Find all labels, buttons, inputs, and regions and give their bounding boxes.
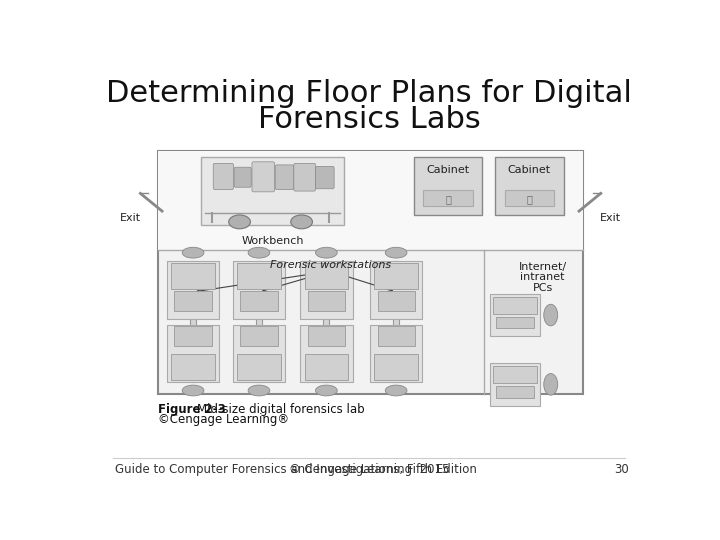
Bar xyxy=(495,316,534,328)
Bar xyxy=(158,151,583,249)
Ellipse shape xyxy=(315,385,337,396)
Ellipse shape xyxy=(544,374,558,395)
Text: Determining Floor Plans for Digital: Determining Floor Plans for Digital xyxy=(106,79,632,107)
Bar xyxy=(374,264,418,289)
Ellipse shape xyxy=(182,247,204,258)
Ellipse shape xyxy=(385,385,407,396)
Bar xyxy=(505,190,554,206)
FancyBboxPatch shape xyxy=(275,165,294,190)
FancyBboxPatch shape xyxy=(252,162,274,192)
Bar xyxy=(233,325,285,382)
Text: Figure 2-3: Figure 2-3 xyxy=(158,403,234,416)
Bar xyxy=(492,366,537,383)
Bar xyxy=(238,264,281,289)
Ellipse shape xyxy=(248,385,270,396)
Bar xyxy=(240,291,277,311)
Ellipse shape xyxy=(182,385,204,396)
Bar xyxy=(495,157,564,215)
Bar xyxy=(495,386,534,398)
Text: Workbench: Workbench xyxy=(241,236,304,246)
Bar xyxy=(174,326,212,346)
Ellipse shape xyxy=(544,304,558,326)
Text: Mid-size digital forensics lab: Mid-size digital forensics lab xyxy=(197,403,364,416)
Bar xyxy=(167,325,220,382)
Text: Internet/: Internet/ xyxy=(518,261,567,272)
Bar xyxy=(305,354,348,380)
Text: Forensic workstations: Forensic workstations xyxy=(270,260,391,270)
Ellipse shape xyxy=(385,247,407,258)
Bar xyxy=(240,326,277,346)
Bar xyxy=(305,264,348,289)
Bar xyxy=(414,157,482,215)
Text: ⚿: ⚿ xyxy=(445,194,451,205)
Text: © Cengage Learning  2015: © Cengage Learning 2015 xyxy=(289,463,449,476)
Text: Exit: Exit xyxy=(600,213,621,223)
Bar xyxy=(300,325,353,382)
Bar xyxy=(492,297,537,314)
Ellipse shape xyxy=(229,215,251,229)
Bar xyxy=(374,354,418,380)
Bar xyxy=(307,291,345,311)
Bar xyxy=(490,363,540,406)
Bar xyxy=(377,326,415,346)
FancyBboxPatch shape xyxy=(315,166,334,189)
Ellipse shape xyxy=(291,215,312,229)
Bar xyxy=(171,264,215,289)
Text: Cabinet: Cabinet xyxy=(426,165,469,174)
Bar xyxy=(490,294,540,336)
Text: 30: 30 xyxy=(614,463,629,476)
Text: ⚿: ⚿ xyxy=(526,194,532,205)
Bar xyxy=(377,291,415,311)
Bar xyxy=(238,354,281,380)
Ellipse shape xyxy=(315,247,337,258)
Text: Cabinet: Cabinet xyxy=(508,165,551,174)
FancyBboxPatch shape xyxy=(213,164,233,190)
Bar xyxy=(190,261,196,382)
Bar xyxy=(300,261,353,319)
FancyBboxPatch shape xyxy=(234,167,251,187)
Bar xyxy=(201,157,344,225)
Ellipse shape xyxy=(248,247,270,258)
Bar xyxy=(171,354,215,380)
Bar xyxy=(423,190,473,206)
Bar xyxy=(370,325,423,382)
Bar xyxy=(158,151,583,394)
Bar xyxy=(393,261,399,382)
Bar xyxy=(256,261,262,382)
Text: intranet: intranet xyxy=(521,272,565,282)
Text: ©Cengage Learning®: ©Cengage Learning® xyxy=(158,413,289,426)
Text: Forensics Labs: Forensics Labs xyxy=(258,105,480,134)
Text: PCs: PCs xyxy=(533,283,553,293)
Text: Exit: Exit xyxy=(120,213,141,223)
Bar xyxy=(370,261,423,319)
Bar xyxy=(174,291,212,311)
Bar xyxy=(323,261,330,382)
FancyBboxPatch shape xyxy=(294,164,315,191)
Text: Guide to Computer Forensics and Investigations, Fifth Edition: Guide to Computer Forensics and Investig… xyxy=(114,463,477,476)
Bar xyxy=(233,261,285,319)
Bar xyxy=(167,261,220,319)
Bar xyxy=(307,326,345,346)
